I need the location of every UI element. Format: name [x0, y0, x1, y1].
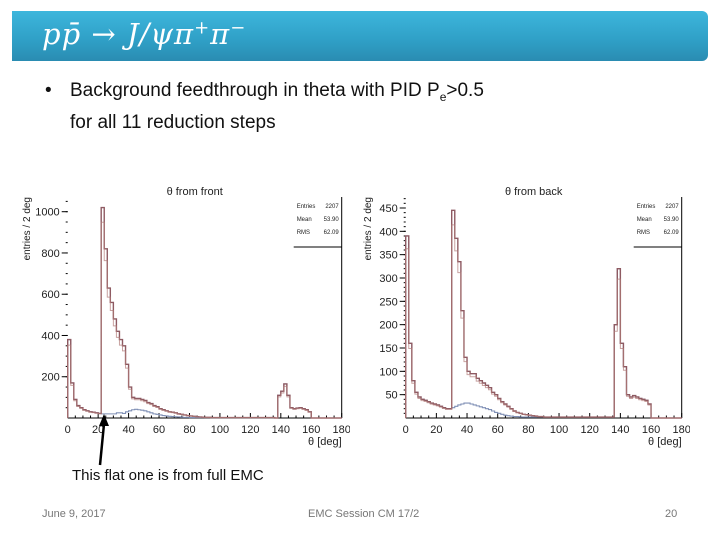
stats-label: Entries	[637, 204, 656, 210]
histogram-series-full-emc	[405, 235, 682, 419]
y-tick-label: 200	[379, 320, 397, 332]
x-tick-label: 80	[522, 424, 534, 436]
stats-value: 53.90	[324, 217, 340, 223]
stats-value: 2207	[665, 204, 679, 210]
title-banner: pp̄ → J/ψπ+π−	[12, 11, 708, 61]
histogram-series-reduction-steps	[405, 209, 682, 419]
x-tick-label: 120	[581, 424, 599, 436]
histogram-theta-back: θ from back Entries 2207 Mean 53.90 RMS 62.09 5…	[360, 180, 690, 450]
title-pi: π	[210, 17, 231, 51]
x-tick-label: 0	[403, 424, 409, 436]
chart-svg-front: θ from front Entries 2207 Mean 53.90 RMS 62.09…	[22, 186, 350, 448]
y-tick-label: 800	[41, 248, 59, 260]
stats-value: 62.09	[324, 230, 340, 236]
subscript-e: e	[439, 89, 447, 104]
y-tick-label: 400	[379, 226, 397, 238]
x-tick-label: 20	[92, 424, 104, 436]
stats-label: Mean	[637, 217, 652, 223]
y-tick-label: 450	[379, 203, 397, 215]
chart-title: θ from back	[505, 186, 563, 198]
chart-title: θ from front	[167, 186, 223, 198]
x-tick-label: 60	[492, 424, 504, 436]
x-tick-label: 60	[153, 424, 165, 436]
x-tick-label: 180	[673, 424, 690, 436]
y-tick-label: 50	[385, 390, 397, 402]
bullet-text: Background feedthrough in theta with PID…	[70, 80, 440, 101]
stats-value: 2207	[325, 204, 339, 210]
histogram-theta-front: θ from front Entries 2207 Mean 53.90 RMS 62.09…	[20, 180, 350, 450]
x-tick-label: 180	[333, 424, 350, 436]
y-tick-label: 100	[379, 366, 397, 378]
x-axis-label: θ [deg]	[648, 436, 682, 448]
annotation-text: This flat one is from full EMC	[72, 467, 264, 484]
stats-value: 62.09	[664, 230, 680, 236]
title-sup-minus: −	[230, 17, 247, 39]
y-axis-label: entries / 2 deg	[22, 197, 33, 260]
x-tick-label: 20	[430, 424, 442, 436]
stats-label: Entries	[297, 204, 316, 210]
bullet-marker: •	[45, 80, 52, 101]
x-tick-label: 80	[183, 424, 195, 436]
x-tick-label: 140	[272, 424, 290, 436]
x-tick-label: 160	[302, 424, 320, 436]
y-tick-label: 600	[41, 289, 59, 301]
histogram-series-full-emc	[67, 339, 342, 419]
y-tick-label: 300	[379, 273, 397, 285]
x-axis-label: θ [deg]	[308, 436, 342, 448]
x-tick-label: 100	[550, 424, 568, 436]
y-tick-label: 200	[41, 372, 59, 384]
y-tick-label: 400	[41, 330, 59, 342]
title-sup-plus: +	[194, 17, 211, 39]
y-tick-label: 350	[379, 250, 397, 262]
y-axis-label: entries / 2 deg	[363, 197, 374, 260]
x-tick-label: 40	[461, 424, 473, 436]
y-tick-label: 150	[379, 343, 397, 355]
footer-date: June 9, 2017	[42, 508, 106, 520]
x-tick-label: 0	[65, 424, 71, 436]
footer-session: EMC Session CM 17/2	[308, 508, 420, 520]
stats-label: RMS	[637, 230, 650, 236]
x-tick-label: 40	[122, 424, 134, 436]
title-text: pp̄ → J/ψπ	[42, 17, 195, 51]
x-tick-label: 120	[241, 424, 259, 436]
x-tick-label: 100	[211, 424, 229, 436]
x-tick-label: 140	[611, 424, 629, 436]
y-tick-label: 250	[379, 296, 397, 308]
footer-page-number: 20	[665, 508, 678, 520]
stats-value: 53.90	[664, 217, 680, 223]
histogram-series-overlay	[67, 221, 342, 419]
y-tick-label: 1000	[35, 207, 59, 219]
x-tick-label: 160	[642, 424, 660, 436]
bullet-text-threshold: >0.5	[446, 80, 484, 101]
slide-title: pp̄ → J/ψπ+π−	[42, 17, 246, 51]
bullet-line-1: Background feedthrough in theta with PID…	[70, 78, 484, 110]
histogram-series-reduction-steps	[67, 206, 342, 419]
histogram-series-overlay	[405, 224, 682, 419]
stats-label: Mean	[297, 217, 312, 223]
stats-label: RMS	[297, 230, 310, 236]
bullet-line-2: for all 11 reduction steps	[70, 111, 276, 133]
chart-svg-back: θ from back Entries 2207 Mean 53.90 RMS 62.09 5…	[363, 186, 690, 448]
